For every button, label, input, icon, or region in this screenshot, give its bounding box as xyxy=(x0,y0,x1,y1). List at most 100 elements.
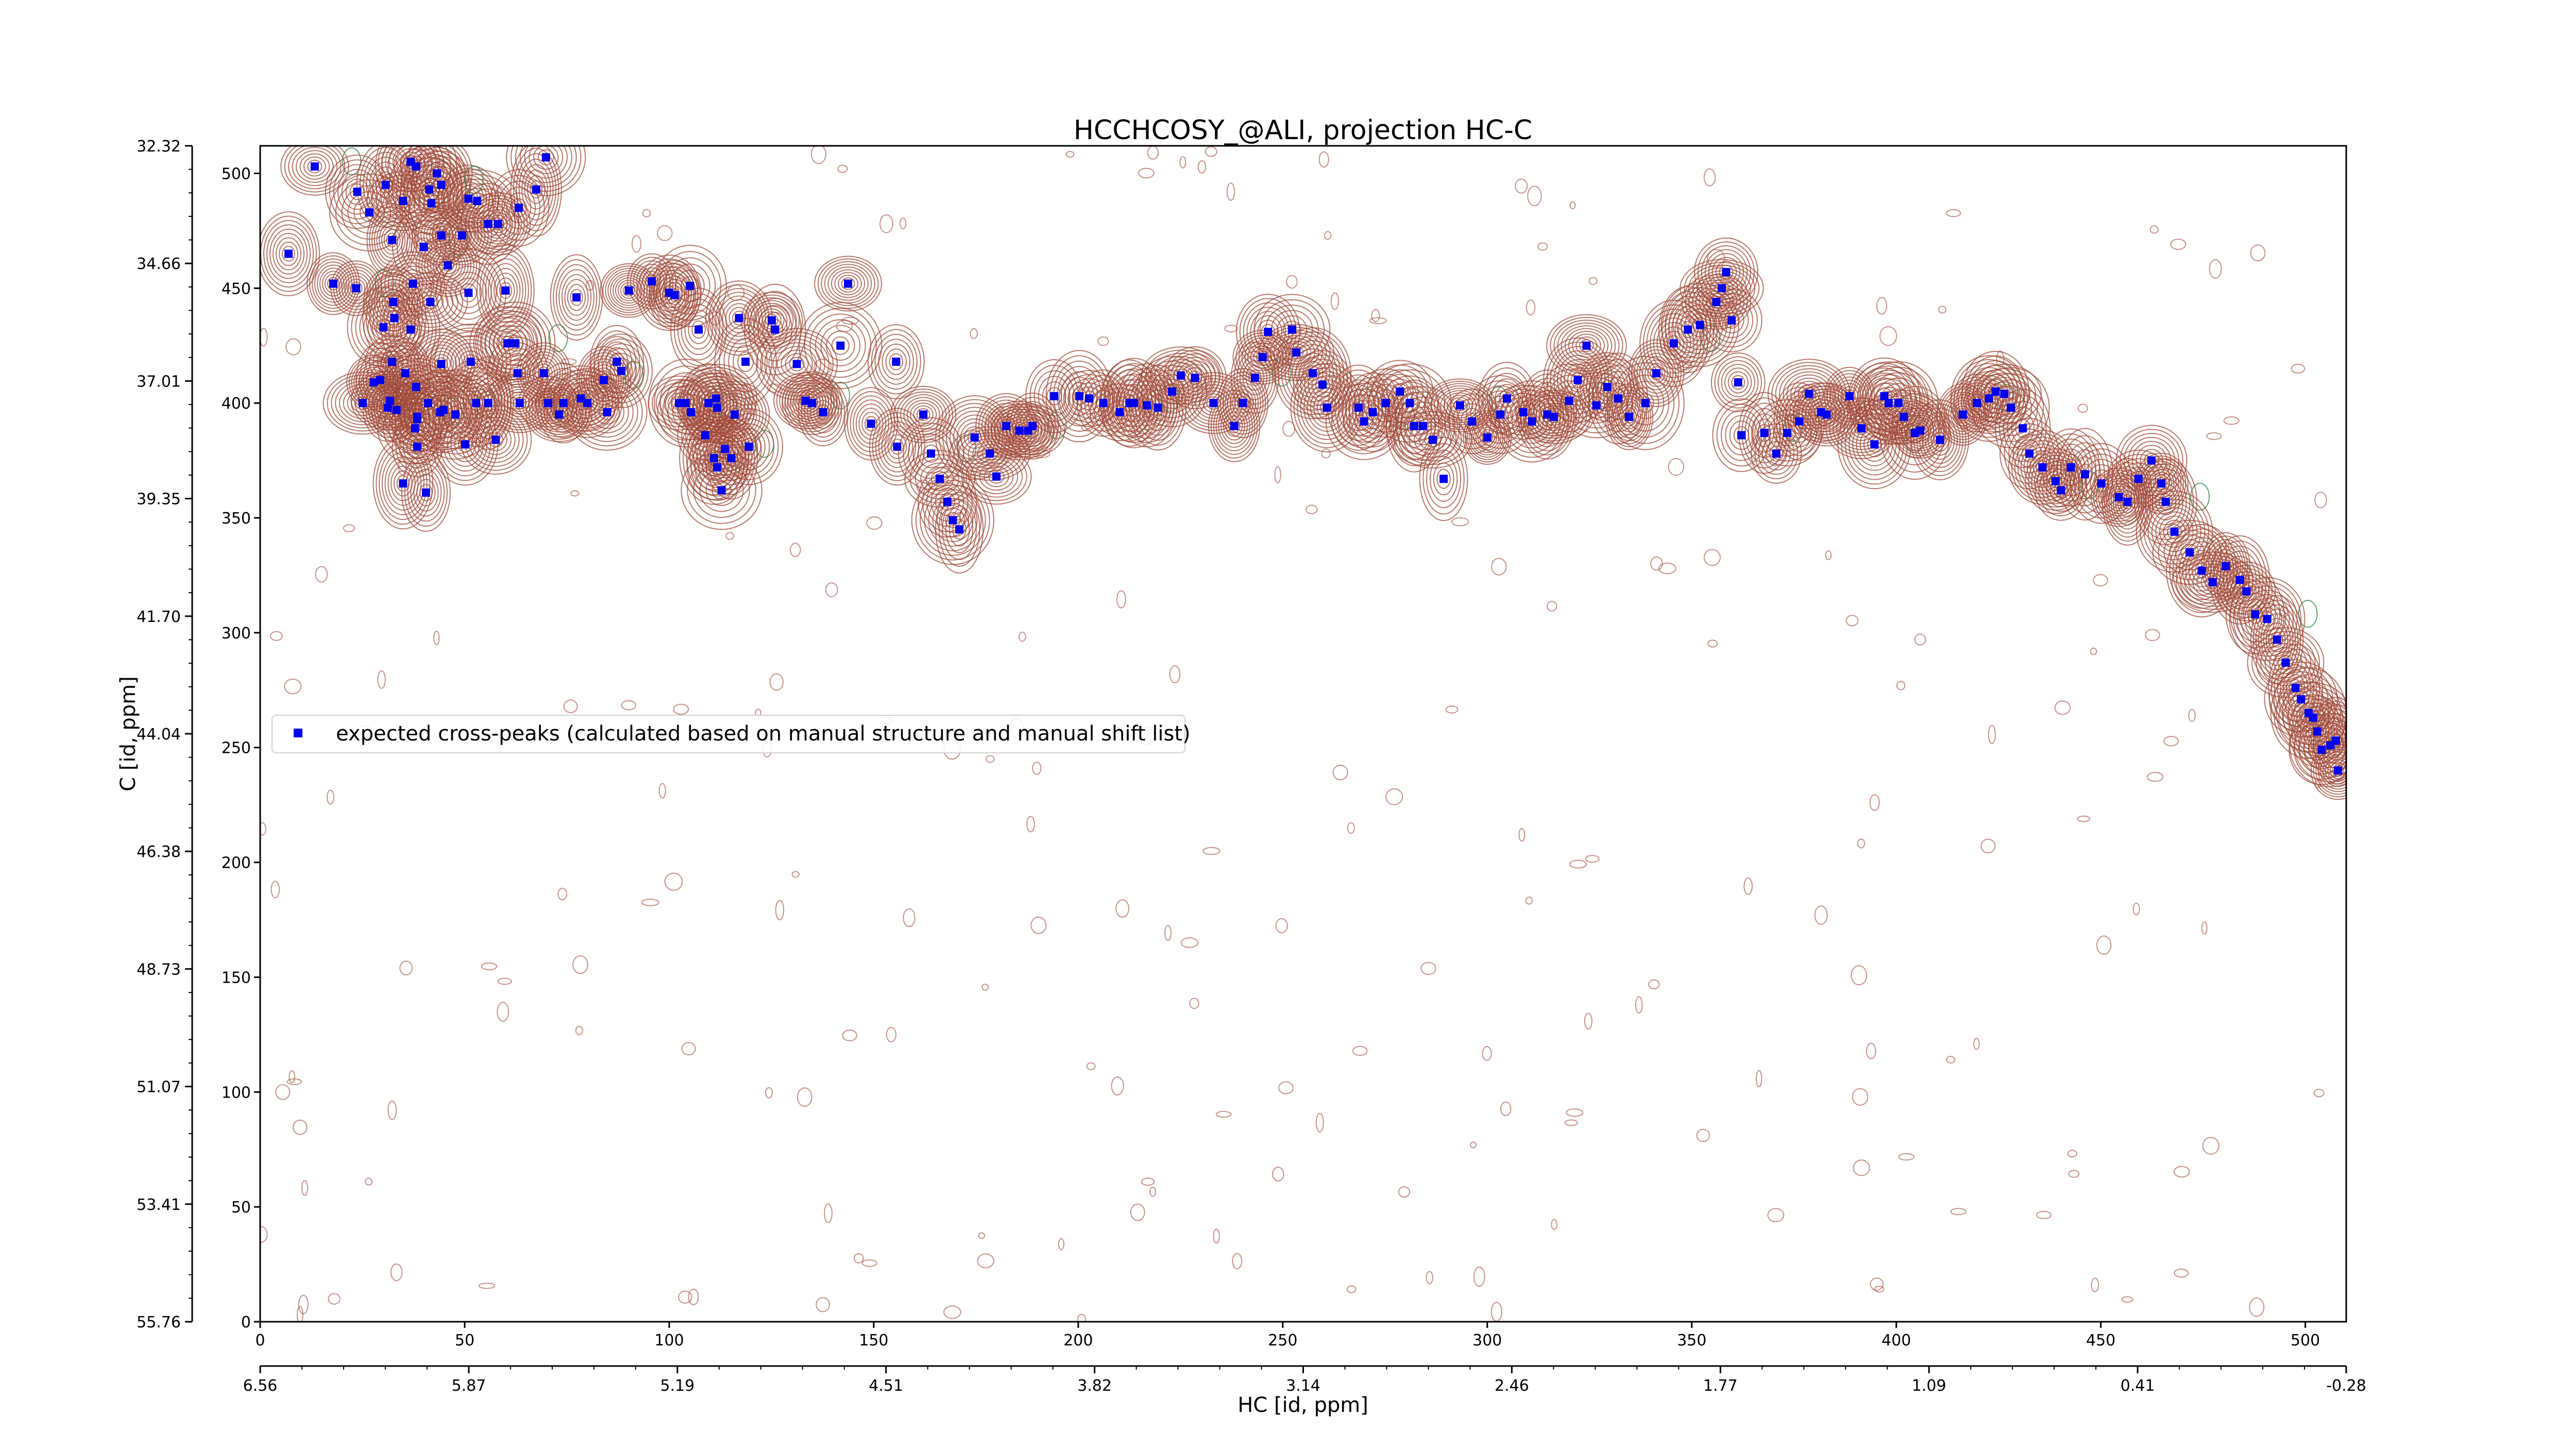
y-ppm-tick-label: 39.35 xyxy=(137,491,181,509)
contour-ring xyxy=(376,442,431,525)
contour-ring xyxy=(728,307,750,329)
contour-ring xyxy=(710,435,740,463)
contour-ring xyxy=(1481,431,1493,444)
noise-contour xyxy=(2223,416,2240,425)
contour-ring xyxy=(1381,374,1419,410)
x-index-tick-label: 500 xyxy=(2291,1332,2320,1350)
x-index-tick-label: 50 xyxy=(455,1332,474,1350)
noise-contour xyxy=(1767,1208,1785,1222)
cross-peak-marker xyxy=(1549,412,1558,421)
contour-ring xyxy=(499,282,512,299)
noise-contour xyxy=(842,1030,857,1041)
contour-ring xyxy=(605,268,653,313)
cross-peak-marker xyxy=(436,408,445,417)
noise-contour xyxy=(2121,1296,2133,1303)
cross-peak-marker xyxy=(1167,387,1176,396)
cross-peak-marker xyxy=(329,279,337,288)
legend: expected cross-peaks (calculated based o… xyxy=(272,715,1191,753)
contour-ring xyxy=(1752,399,1822,467)
contour-ring xyxy=(419,484,433,501)
contour-ring xyxy=(920,484,986,556)
cross-peak-marker xyxy=(670,291,679,299)
contour-ring xyxy=(1429,456,1458,502)
plot-frame xyxy=(259,145,2347,1323)
contour-ring xyxy=(1671,306,1705,353)
contour-ring xyxy=(490,267,521,313)
noise-contour xyxy=(861,1259,877,1267)
noise-contour xyxy=(326,789,334,805)
noise-contour xyxy=(1086,1062,1096,1070)
noise-contour xyxy=(497,1002,510,1022)
y-index-axis: 0 50 100 150 200 250 300 350 400 450 500 xyxy=(222,165,260,1332)
contour-ring xyxy=(2332,764,2344,777)
contour-ring xyxy=(885,348,907,375)
noise-contour xyxy=(2249,1297,2265,1317)
contour-ring xyxy=(1568,331,1605,361)
contour-ring xyxy=(435,408,495,481)
contour-ring xyxy=(935,485,984,574)
cross-peak-marker xyxy=(2019,424,2027,433)
contour-ring xyxy=(580,386,634,438)
contour-ring xyxy=(691,320,706,339)
contour-ring xyxy=(399,151,422,173)
noise-contour xyxy=(2314,780,2321,788)
noise-contour xyxy=(1988,724,1996,744)
contour-ring xyxy=(1972,367,2050,448)
contour-ring xyxy=(1446,395,1473,416)
noise-contour xyxy=(2163,736,2179,747)
contour-ring xyxy=(266,224,311,283)
cross-peak-marker xyxy=(2273,635,2281,644)
cross-peak-marker xyxy=(709,454,718,463)
noise-contour xyxy=(1515,178,1528,194)
noise-contour xyxy=(1369,317,1387,325)
contour-ring xyxy=(1786,374,1832,413)
noise-contour xyxy=(1215,1110,1232,1118)
contour-ring xyxy=(2073,456,2097,492)
noise-contour xyxy=(2307,739,2323,748)
contour-ring xyxy=(413,474,439,512)
contour-ring xyxy=(1615,398,1643,435)
contour-ring xyxy=(381,451,425,515)
noise-contour xyxy=(2077,403,2089,413)
cross-peak-marker xyxy=(943,497,952,506)
contour-ring xyxy=(1084,379,1123,427)
contour-ring xyxy=(1349,381,1397,443)
y-ppm-tick-label: 32.32 xyxy=(137,138,181,156)
contour-ring xyxy=(479,248,532,332)
noise-contour xyxy=(708,311,722,326)
contour-ring xyxy=(715,292,763,345)
noise-contour xyxy=(1996,350,2005,368)
contour-ring xyxy=(1072,382,1107,415)
contour-ring xyxy=(1426,449,1462,509)
noise-contour xyxy=(2093,574,2108,587)
cross-peak-marker xyxy=(1857,424,1866,433)
noise-contour xyxy=(836,319,853,332)
cross-peak-series xyxy=(284,153,2343,775)
cross-peak-marker xyxy=(411,424,419,433)
cross-peak-marker xyxy=(713,463,722,471)
cross-peak-marker xyxy=(464,289,473,297)
contour-ring xyxy=(424,166,459,204)
contour-ring xyxy=(457,436,473,453)
noise-contour xyxy=(1707,639,1718,648)
noise-contour xyxy=(1635,996,1643,1014)
x-ppm-tick-label: 3.14 xyxy=(1286,1377,1320,1395)
contour-ring xyxy=(570,289,583,306)
contour-ring xyxy=(688,315,709,344)
y-index-tick-label: 150 xyxy=(222,969,251,987)
contour-ring xyxy=(1290,363,1364,452)
contour-ring xyxy=(893,389,954,441)
cross-peak-marker xyxy=(284,249,293,258)
contour-ring xyxy=(583,355,624,405)
noise-contour xyxy=(790,543,801,558)
contour-ring xyxy=(2029,453,2056,481)
contour-ring xyxy=(1533,394,1562,435)
contour-ring xyxy=(1765,441,1787,466)
cross-peak-marker xyxy=(1772,449,1781,458)
noise-contour xyxy=(1874,1286,1885,1293)
noise-contour xyxy=(1324,231,1332,240)
x-ppm-tick-label: 1.09 xyxy=(1912,1377,1946,1395)
cross-peak-marker xyxy=(532,185,540,194)
noise-contour xyxy=(1286,275,1298,289)
noise-contour xyxy=(943,1305,961,1319)
